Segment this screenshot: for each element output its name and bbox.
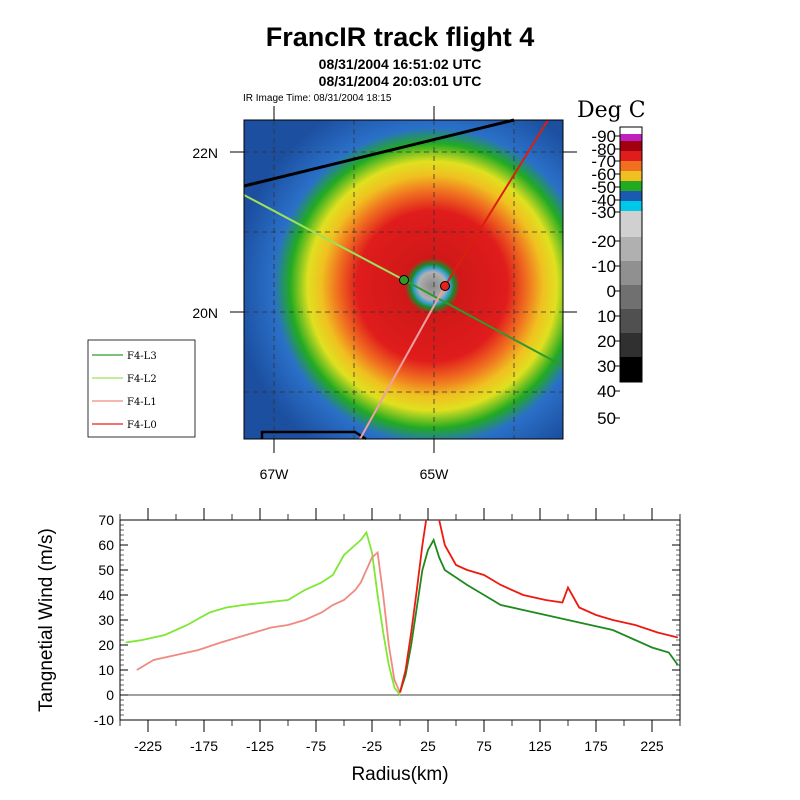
lat-label-20n: 20N [192,305,218,321]
y-tick-label: 70 [98,512,114,528]
y-axis-label: Tangnetial Wind (m/s) [36,528,57,712]
y-tick-label: 40 [98,587,114,603]
x-tick-label: 25 [420,738,436,754]
colorbar-segment [620,141,642,151]
y-tick-label: 10 [98,662,114,678]
colorbar-label: -20 [591,232,616,251]
colorbar-label: 10 [597,307,616,326]
x-tick-label: 75 [476,738,492,754]
lon-label-65w: 65W [420,466,450,482]
x-axis-label: Radius(km) [351,764,448,785]
colorbar-segment [620,261,642,285]
y-tick-label: 20 [98,637,114,653]
colorbar-segment [620,201,642,211]
colorbar-segment [620,333,642,357]
x-tick-label: -75 [306,738,326,754]
colorbar-label: -30 [591,203,616,222]
legend-label: F4-L2 [127,374,157,385]
colorbar-segment [620,134,642,141]
figure-canvas: 22N 20N 67W 65W -90-80-70-60-50-40-30-20… [0,0,800,800]
x-tick-label: -125 [246,738,274,754]
colorbar-segment [620,191,642,201]
colorbar-label: 40 [597,382,616,401]
colorbar-segment [620,171,642,181]
y-tick-label: -10 [94,712,114,728]
wind-chart: Radius(km) Tangnetial Wind (m/s) -10 0 10 2… [36,495,680,785]
colorbar-label: 0 [607,282,616,301]
colorbar-segment [620,181,642,191]
colorbar-segment [620,357,642,382]
colorbar-segment [620,285,642,309]
x-tick-label: 225 [640,738,664,754]
lon-label-67w: 67W [260,466,290,482]
lat-label-22n: 22N [192,145,218,161]
legend-label: F4-L1 [127,397,157,408]
legend-label: F4-L0 [127,420,157,431]
colorbar-segment [620,309,642,333]
colorbar-segment [620,127,642,134]
legend-label: F4-L3 [127,351,157,362]
colorbar-segment [620,237,642,261]
ir-map: 22N 20N 67W 65W [192,106,577,482]
y-tick-label: 50 [98,562,114,578]
x-tick-label: 125 [528,738,552,754]
colorbar-label: 50 [597,409,616,428]
y-tick-label: 60 [98,537,114,553]
colorbar-label: -10 [591,257,616,276]
colorbar-segment [620,161,642,171]
y-tick-label: 30 [98,612,114,628]
colorbar-label: 30 [597,357,616,376]
track-point-green [400,276,409,285]
x-tick-label: -225 [134,738,162,754]
track-point-red [441,282,450,291]
x-tick-label: -25 [362,738,382,754]
x-tick-label: -175 [190,738,218,754]
track-legend: F4-L3 F4-L2 F4-L1 F4-L0 [88,340,195,437]
colorbar-label: 20 [597,332,616,351]
y-tick-label: 0 [106,687,114,703]
colorbar-segment [620,211,642,237]
x-tick-label: 175 [584,738,608,754]
colorbar-segment [620,151,642,161]
